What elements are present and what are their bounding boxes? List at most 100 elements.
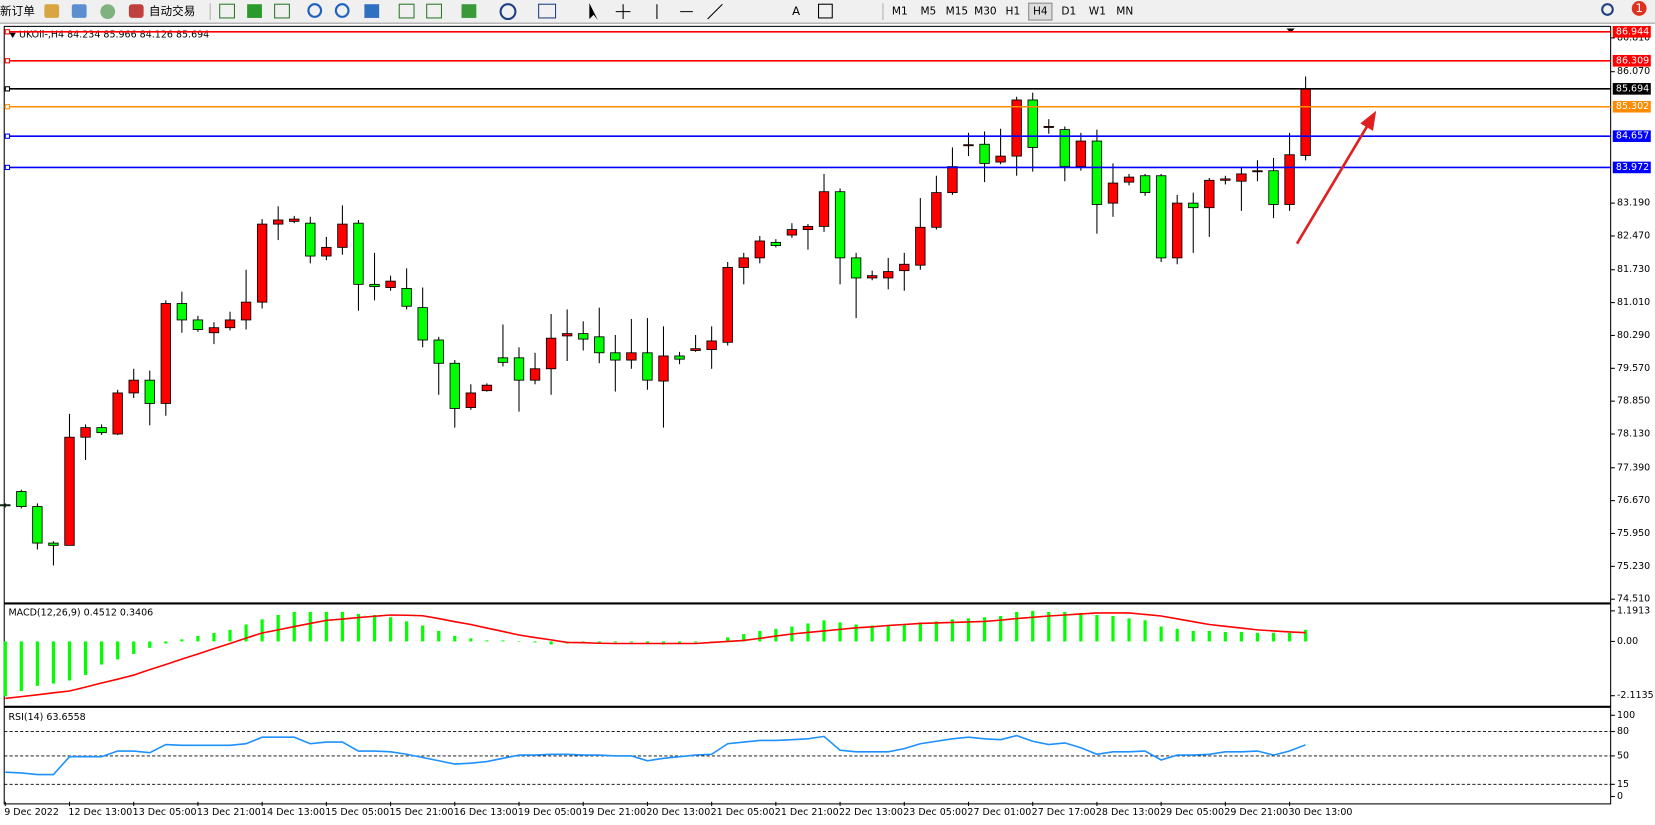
icon[interactable] (44, 4, 60, 18)
macd-bar (83, 641, 88, 676)
macd-bar (1127, 618, 1131, 642)
toolbar: 新订单 自动交易 A 1 (0, 0, 1655, 24)
bull-candle-body (80, 427, 91, 438)
crosshair-tool[interactable] (615, 4, 631, 19)
bull-candle-body (1284, 154, 1295, 205)
plot: 86.810 86.070 83.190 82.470 81.730 81.010 80.2… (0, 26, 1654, 818)
x-tick-label: 14 Dec 13:00 (261, 807, 325, 818)
timeframe-button[interactable]: M30 (974, 6, 997, 18)
macd-bar (629, 641, 633, 643)
text-tool[interactable]: A (792, 4, 800, 18)
icon[interactable] (247, 4, 262, 18)
macd-bar (886, 625, 890, 642)
level-label-bg (1612, 130, 1651, 142)
macd-bar (437, 630, 441, 642)
y-tick-label: 81.730 (1617, 264, 1650, 275)
bull-candle-body (722, 267, 733, 343)
bull-candle-body (1172, 202, 1183, 259)
x-tick-label: 30 Dec 13:00 (1289, 807, 1353, 818)
x-tick-label: 22 Dec 13:00 (839, 807, 903, 818)
timeframe-button[interactable]: M15 (946, 6, 969, 18)
icon[interactable] (364, 4, 380, 18)
timeframe-button[interactable]: M5 (920, 6, 936, 18)
x-tick-label: 15 Dec 21:00 (390, 807, 454, 818)
bull-candle-body (947, 166, 958, 194)
bear-candle-body (513, 357, 525, 381)
macd-bar (469, 638, 473, 642)
macd-bar (902, 624, 906, 642)
icon[interactable] (71, 4, 87, 18)
bear-candle-body (176, 303, 188, 321)
macd-bar (694, 641, 698, 643)
timeframe-button[interactable]: H4 (1033, 6, 1048, 18)
macd-title: MACD(12,26,9) 0.4512 0.3406 (8, 607, 153, 618)
macd-bar (1063, 611, 1067, 642)
notification-badge[interactable] (1631, 1, 1647, 16)
label-tool[interactable] (817, 3, 833, 19)
icon[interactable] (499, 3, 517, 21)
macd-bar (51, 641, 56, 684)
y-tick-label: 0.00 (1617, 636, 1638, 647)
level-label: 85.694 (1616, 83, 1649, 94)
x-tick-label: 29 Dec 05:00 (1160, 807, 1224, 818)
icon[interactable] (461, 4, 477, 18)
search-icon[interactable] (1601, 3, 1614, 16)
zoom-in[interactable] (307, 3, 323, 18)
bear-candle-body (979, 143, 990, 164)
bull-candle-body (754, 240, 765, 259)
y-tick-label: 100 (1617, 710, 1635, 721)
bear-candle-body (1268, 170, 1279, 205)
macd-bar (164, 641, 168, 644)
y-tick-label: 1.1913 (1617, 605, 1650, 616)
bear-candle-body (770, 241, 782, 246)
new-order-button[interactable]: 新订单 (0, 4, 35, 18)
timeframe-button[interactable]: D1 (1061, 6, 1076, 18)
macd-bar (1079, 612, 1083, 642)
macd-bar (677, 641, 682, 644)
level-label: 86.944 (1616, 26, 1649, 37)
cursor-tool[interactable] (589, 3, 598, 21)
macd-bar (1143, 620, 1147, 642)
macd-bar (517, 641, 521, 642)
macd-bar (67, 641, 72, 681)
active-timeframe (1028, 2, 1053, 21)
icon[interactable] (274, 3, 290, 19)
timeframe-button[interactable]: MN (1116, 6, 1133, 18)
bull-candle-body (1300, 88, 1311, 156)
y-tick-label: 81.010 (1617, 297, 1650, 308)
bear-candle-body (417, 307, 428, 341)
notification-count: 1 (1635, 1, 1642, 15)
icon[interactable] (219, 3, 235, 19)
y-tick-label: 82.470 (1617, 230, 1650, 241)
macd-bar (966, 618, 971, 642)
auto-trading-button[interactable]: 自动交易 (149, 4, 195, 18)
icon[interactable] (398, 3, 415, 19)
timeframe-button[interactable]: M1 (892, 6, 908, 18)
bull-candle-body (1107, 182, 1119, 204)
auto-trading-icon[interactable] (128, 4, 144, 18)
bear-candle-body (674, 355, 685, 360)
x-tick-label: 19 Dec 05:00 (518, 807, 582, 818)
zoom-out[interactable] (334, 3, 350, 18)
bull-candle-body (273, 219, 284, 225)
y-tick-label: 86.810 (1617, 32, 1650, 43)
macd-bar (100, 641, 104, 665)
macd-bar (388, 617, 393, 642)
rsi-title: RSI(14) 63.6558 (8, 712, 85, 723)
icon[interactable] (426, 3, 443, 19)
timeframe-button[interactable]: H1 (1006, 6, 1021, 18)
bear-candle-body (642, 352, 653, 381)
macd-bar (35, 641, 39, 686)
bull-candle-body (321, 246, 332, 257)
macd-bar (838, 622, 842, 642)
bear-candle-body (578, 333, 589, 340)
icon[interactable] (100, 4, 116, 19)
icon[interactable] (538, 3, 557, 19)
level-label-bg (1612, 26, 1651, 38)
line-tools[interactable] (656, 3, 723, 20)
bull-candle-body (899, 263, 910, 272)
timeframe-button[interactable]: W1 (1089, 6, 1106, 18)
macd-bar (485, 640, 489, 642)
bear-candle-body (48, 542, 59, 546)
macd-bar (1095, 614, 1099, 642)
